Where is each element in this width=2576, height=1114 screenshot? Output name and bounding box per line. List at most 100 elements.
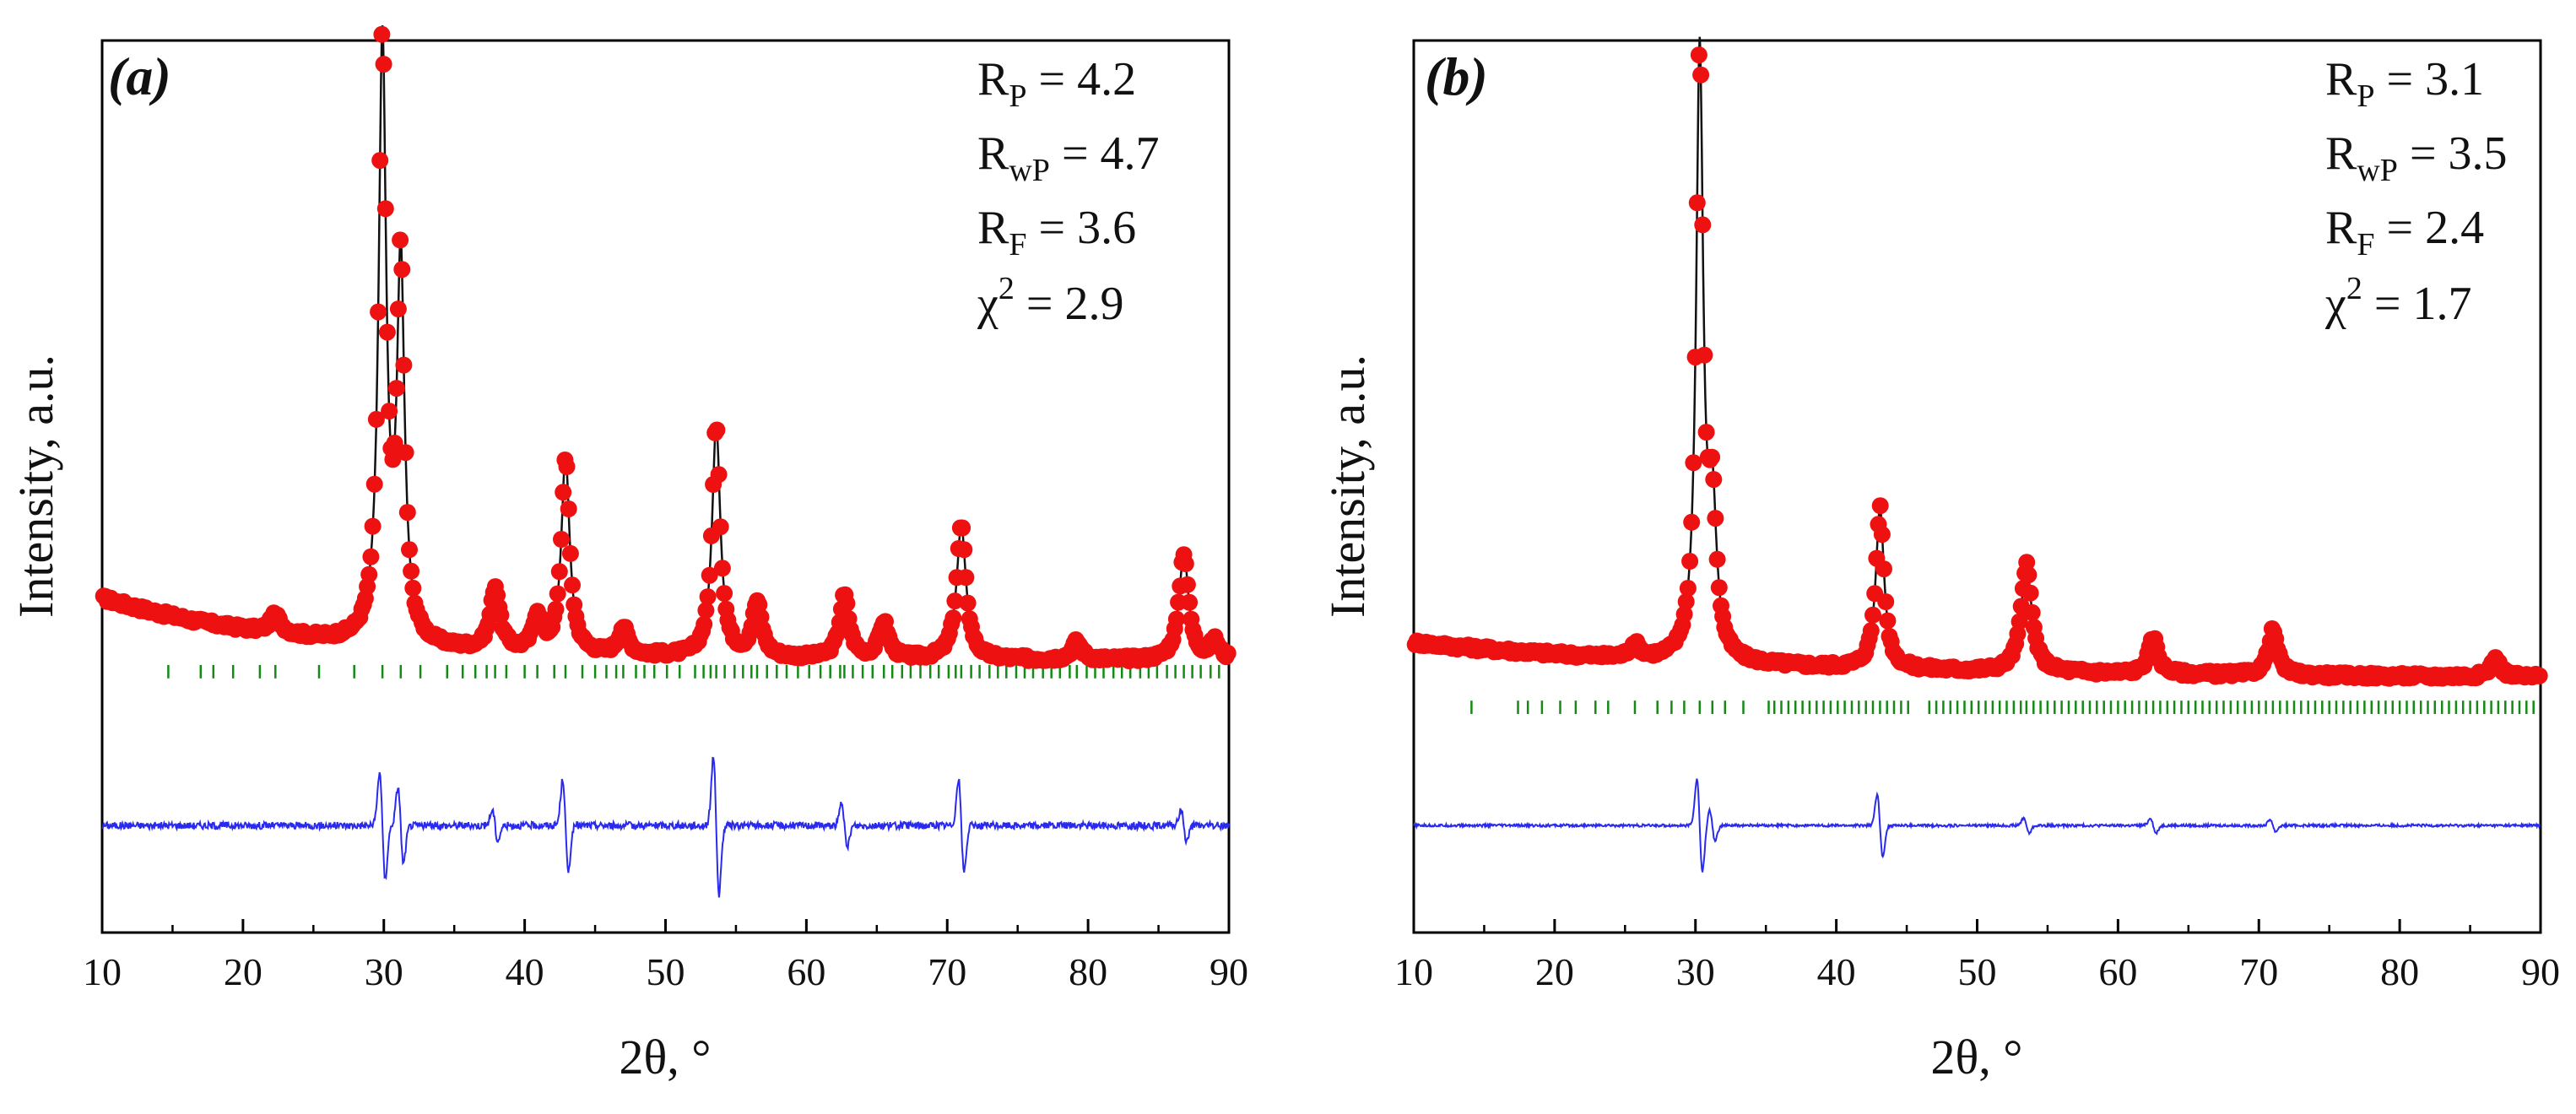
x-tick-label: 20: [224, 950, 262, 993]
observed-point: [365, 475, 383, 493]
observed-point: [2020, 566, 2038, 584]
observed-point: [1694, 216, 1712, 234]
observed-point: [944, 609, 962, 627]
observed-point: [713, 560, 731, 577]
observed-point: [838, 595, 856, 612]
observed-point: [387, 380, 405, 397]
observed-point: [401, 541, 418, 559]
observed-point: [1871, 497, 1889, 515]
observed-point: [699, 588, 717, 606]
observed-point: [710, 466, 728, 484]
x-tick-label: 90: [2521, 950, 2560, 993]
observed-point: [360, 565, 378, 583]
observed-point: [1688, 194, 1706, 212]
x-tick-label: 30: [1676, 950, 1715, 993]
observed-point: [375, 56, 392, 73]
x-tick-label: 40: [506, 950, 544, 993]
panel-a-stats: RP = 4.2 RwP = 4.7 RF = 3.6 χ2 = 2.9: [977, 53, 1160, 330]
x-tick-label: 10: [83, 950, 122, 993]
observed-point: [1178, 576, 1196, 593]
observed-point: [1685, 454, 1702, 472]
observed-point: [367, 410, 385, 428]
x-tick-label: 70: [2239, 950, 2278, 993]
panel-a-y-label: Intensity, a.u.: [8, 354, 63, 618]
observed-point: [392, 231, 409, 249]
observed-point: [381, 403, 398, 420]
observed-point: [386, 435, 403, 452]
x-tick-label: 50: [1958, 950, 1997, 993]
observed-point: [395, 356, 413, 374]
panel-b-stat-chi2: χ2 = 1.7: [2324, 271, 2471, 330]
observed-point: [389, 300, 407, 318]
observed-point: [1705, 471, 1723, 489]
observed-point: [549, 585, 566, 603]
observed-point: [555, 484, 572, 501]
panel-b-calculated: [1413, 36, 2541, 678]
x-tick-label: 60: [2098, 950, 2137, 993]
observed-point: [1873, 526, 1891, 543]
observed-point: [1877, 593, 1895, 610]
observed-point: [558, 458, 576, 475]
observed-point: [697, 602, 715, 619]
panel-b-stat-rf: RF = 2.4: [2325, 202, 2484, 262]
observed-point: [561, 544, 579, 562]
x-tick-label: 90: [1210, 950, 1248, 993]
observed-point: [2530, 667, 2548, 684]
observed-point: [1219, 645, 1237, 662]
observed-point: [553, 531, 570, 548]
observed-point: [560, 500, 577, 517]
observed-point: [398, 504, 416, 522]
panel-b-bragg-ticks: [1470, 700, 2535, 714]
observed-point: [750, 596, 768, 614]
observed-point: [1708, 550, 1726, 568]
observed-point: [1690, 46, 1707, 64]
observed-point: [954, 519, 971, 537]
observed-point: [376, 200, 394, 218]
observed-point: [1675, 605, 1693, 623]
observed-point: [716, 585, 733, 603]
panel-a-stat-rf: RF = 3.6: [977, 202, 1136, 262]
observed-point: [364, 517, 382, 535]
observed-point: [397, 444, 414, 462]
observed-point: [946, 592, 964, 610]
observed-point: [712, 518, 729, 536]
observed-point: [2023, 603, 2041, 621]
panel-b-stat-rwp: RwP = 3.5: [2325, 127, 2508, 188]
x-tick-label: 50: [647, 950, 685, 993]
panel-b-label: (b): [1425, 46, 1488, 106]
x-tick-label: 80: [2380, 950, 2419, 993]
x-tick-label: 60: [787, 950, 825, 993]
panel-a-calculated: [101, 25, 1230, 660]
panel-a-difference: [101, 756, 1230, 898]
x-tick-label: 10: [1394, 950, 1433, 993]
observed-point: [2010, 613, 2028, 630]
observed-point: [1707, 510, 1724, 527]
observed-point: [1681, 553, 1699, 570]
panel-a-x-axis: 10 20 30 40 50 60 70 80 90: [83, 919, 1248, 993]
observed-point: [384, 451, 402, 468]
observed-point: [1677, 593, 1695, 610]
panel-a-stat-chi2: χ2 = 2.9: [977, 271, 1123, 330]
observed-point: [1879, 612, 1897, 630]
panel-a-stat-rp: RP = 4.2: [977, 53, 1136, 114]
observed-point: [564, 576, 581, 594]
observed-point: [2018, 554, 2036, 571]
panel-b-calculated-line: [1413, 36, 2541, 678]
panel-b-stats: RP = 3.1 RwP = 3.5 RF = 2.4 χ2 = 1.7: [2324, 53, 2508, 330]
observed-point: [370, 303, 387, 321]
observed-point: [1181, 593, 1199, 611]
panel-b-difference: [1413, 778, 2541, 873]
x-tick-label: 20: [1535, 950, 1574, 993]
observed-point: [1864, 606, 1881, 624]
panel-b-x-label: 2θ, °: [1931, 1030, 2023, 1084]
observed-point: [701, 566, 718, 584]
panel-b-stat-rp: RP = 3.1: [2325, 53, 2484, 114]
observed-point: [362, 548, 380, 565]
panel-a-calculated-line: [101, 25, 1230, 660]
panel-b-observed: [1406, 46, 2548, 687]
observed-point: [403, 562, 420, 580]
observed-point: [1696, 346, 1713, 364]
observed-point: [955, 541, 973, 559]
observed-point: [959, 594, 977, 612]
